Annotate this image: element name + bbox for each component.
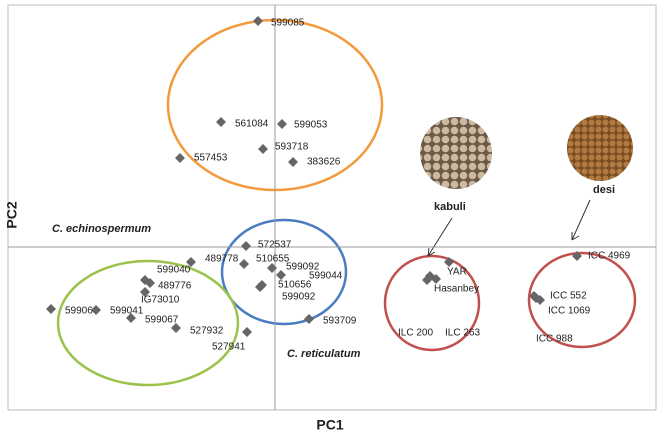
point-label: ILC 263 xyxy=(445,328,480,339)
arrow xyxy=(427,217,453,257)
point xyxy=(216,117,226,127)
point-label: 599044 xyxy=(309,271,343,282)
point xyxy=(241,241,251,251)
cluster-ellipse xyxy=(56,259,240,387)
point xyxy=(175,153,185,163)
arrow-head xyxy=(571,232,580,241)
point xyxy=(253,16,263,26)
point xyxy=(91,305,101,315)
point-label: 561084 xyxy=(235,119,269,130)
seed-image xyxy=(567,115,633,181)
point-label: 572537 xyxy=(258,240,292,251)
point xyxy=(239,259,249,269)
plot-frame xyxy=(7,4,657,411)
point-label: 593709 xyxy=(323,316,357,327)
point xyxy=(145,278,155,288)
point-label: 599067 xyxy=(145,315,179,326)
point xyxy=(171,323,181,333)
point-label: 593718 xyxy=(275,142,309,153)
point-label: 599085 xyxy=(271,18,305,29)
cluster-ellipse xyxy=(220,218,348,326)
point-label: 527932 xyxy=(190,326,224,337)
point xyxy=(267,263,277,273)
point xyxy=(572,251,582,261)
point-label: ICC 988 xyxy=(536,334,573,345)
point xyxy=(242,327,252,337)
point-label: 599092 xyxy=(286,262,320,273)
point-label: 557453 xyxy=(194,153,228,164)
point xyxy=(304,314,314,324)
point-label: ICC 552 xyxy=(550,291,587,302)
point-label: 489776 xyxy=(158,281,192,292)
point xyxy=(431,274,441,284)
arrow xyxy=(571,199,591,241)
seed-image xyxy=(420,117,492,189)
y-axis-label: PC2 xyxy=(4,201,20,228)
arrow-head xyxy=(427,247,436,257)
point-label: 383626 xyxy=(307,157,341,168)
point xyxy=(276,270,286,280)
point-label: 599040 xyxy=(157,265,191,276)
point xyxy=(535,295,545,305)
point-label: ICC 4969 xyxy=(588,251,631,262)
point-label: 527941 xyxy=(212,342,246,353)
cluster-ellipse xyxy=(383,254,481,352)
point xyxy=(422,275,432,285)
point-label: ILC 200 xyxy=(398,328,433,339)
group-label: C. reticulatum xyxy=(287,348,361,360)
point xyxy=(140,287,150,297)
point xyxy=(277,119,287,129)
point-label: 489778 xyxy=(205,254,239,265)
point xyxy=(255,282,265,292)
point xyxy=(186,257,196,267)
point xyxy=(444,257,454,267)
point-label: 599041 xyxy=(110,306,144,317)
group-label: kabuli xyxy=(434,201,466,213)
point xyxy=(288,157,298,167)
point-label: 599092 xyxy=(282,292,316,303)
point xyxy=(46,304,56,314)
point-label: YAR xyxy=(447,267,467,278)
point-label: 599053 xyxy=(294,120,328,131)
point-label: Hasanbey xyxy=(434,284,479,295)
group-label: C. echinospermum xyxy=(52,223,151,235)
cluster-ellipse xyxy=(527,251,637,349)
x-axis-label: PC1 xyxy=(316,417,343,433)
point-label: 59906 xyxy=(65,306,93,317)
point-label: 510655 xyxy=(256,254,290,265)
point-label: 510656 xyxy=(278,280,312,291)
point xyxy=(126,313,136,323)
point-label: IG73010 xyxy=(141,295,180,306)
point xyxy=(258,144,268,154)
point-label: ICC 1069 xyxy=(548,306,591,317)
group-label: desi xyxy=(593,184,615,196)
